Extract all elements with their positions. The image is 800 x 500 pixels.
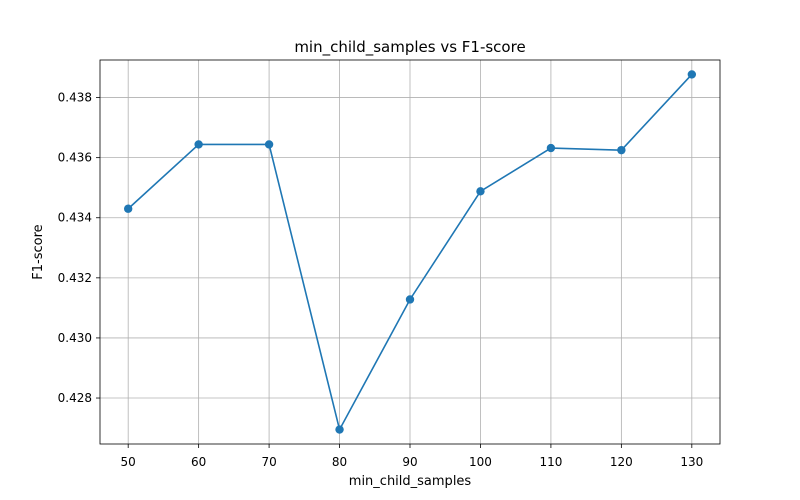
x-tick-label: 120 — [610, 455, 633, 469]
data-point — [476, 187, 485, 196]
data-point — [405, 295, 415, 304]
x-axis-label: min_child_samples — [349, 474, 472, 489]
x-tick-label: 50 — [121, 455, 136, 469]
chart-title: min_child_samples vs F1-score — [294, 38, 525, 57]
data-point — [123, 204, 133, 213]
y-tick-label: 0.436 — [58, 151, 92, 165]
x-tick-label: 70 — [261, 455, 276, 469]
x-tick-label: 110 — [539, 455, 562, 469]
x-tick-label: 130 — [680, 455, 703, 469]
data-point — [335, 425, 344, 434]
axes-frame — [99, 59, 721, 445]
data-point — [546, 143, 556, 153]
data-point — [617, 145, 626, 155]
axis-ticks: 50 60 70 80 90 100 110 120 130 0.428 0.430 0.432 0.4… — [58, 91, 704, 469]
data-point — [687, 70, 697, 79]
data-point — [264, 140, 274, 149]
y-tick-label: 0.432 — [58, 271, 92, 285]
x-tick-label: 100 — [469, 455, 492, 469]
series — [123, 70, 697, 434]
x-tick-label: 60 — [191, 455, 206, 469]
y-tick-label: 0.434 — [58, 211, 92, 225]
y-tick-label: 0.428 — [58, 391, 92, 405]
x-tick-label: 80 — [332, 455, 347, 469]
x-tick-label: 90 — [402, 455, 417, 469]
grid — [100, 60, 720, 444]
y-tick-label: 0.430 — [58, 331, 92, 345]
data-point — [194, 140, 203, 149]
y-axis-label: F1-score — [31, 224, 46, 279]
y-tick-label: 0.438 — [58, 91, 92, 105]
